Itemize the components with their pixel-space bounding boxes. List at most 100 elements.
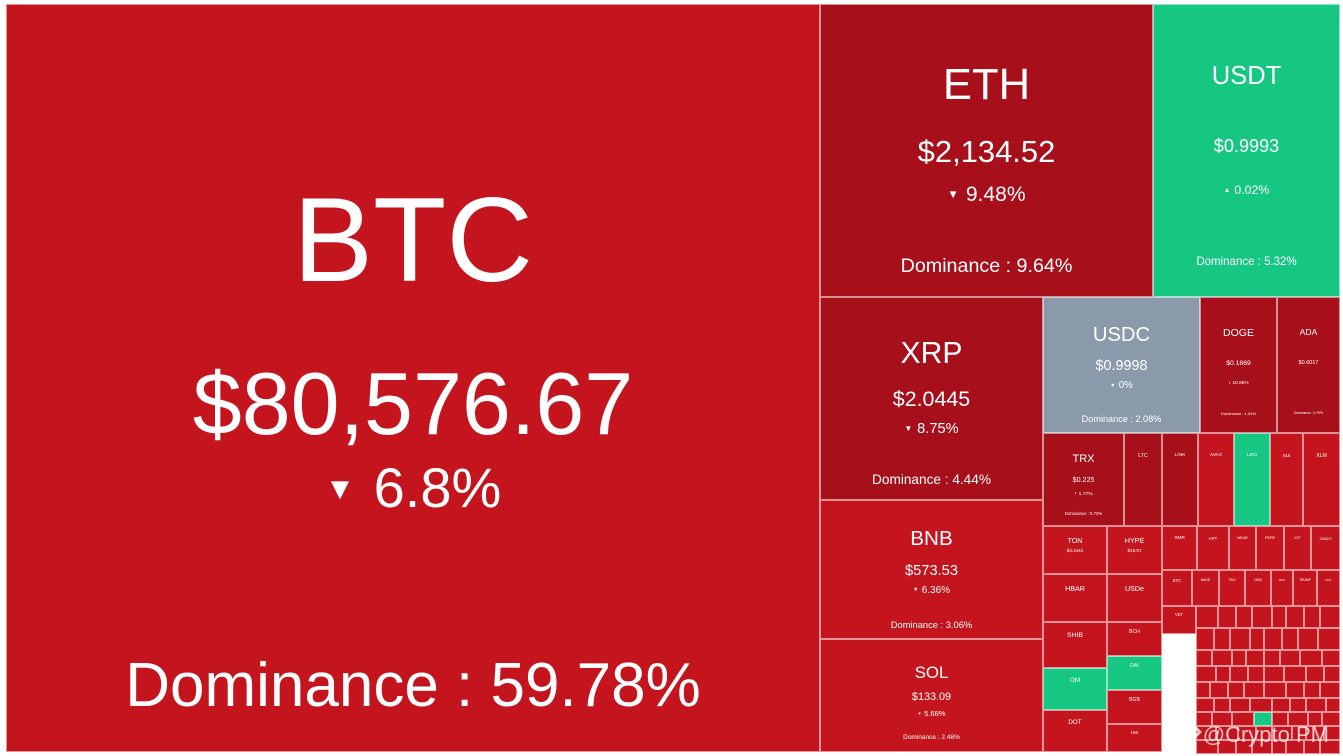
small-coin-tile[interactable]	[1306, 726, 1324, 740]
small-coin-tile[interactable]	[1272, 698, 1290, 712]
small-coin-tile[interactable]	[1196, 606, 1218, 628]
tile-apt[interactable]: APT	[1197, 526, 1229, 570]
small-coin-tile[interactable]	[1196, 712, 1212, 726]
small-coin-tile[interactable]	[1290, 698, 1306, 712]
tile-doge[interactable]: DOGE $0.1869 ▼ 10.85% Dominance : 1.04%	[1200, 297, 1277, 433]
small-coin-tile[interactable]	[1288, 712, 1308, 726]
small-coin-tile[interactable]	[1210, 682, 1228, 698]
tile-pepe[interactable]: PEPE	[1256, 526, 1284, 570]
tile-vet[interactable]: VET	[1162, 606, 1196, 634]
small-coin-tile[interactable]	[1216, 726, 1238, 740]
tile-usdt[interactable]: USDT $0.9993 ▲ 0.02% Dominance : 5.32%	[1153, 4, 1340, 297]
small-coin-tile[interactable]	[1250, 698, 1272, 712]
small-coin-tile[interactable]	[1196, 740, 1218, 754]
small-coin-tile[interactable]	[1292, 726, 1306, 740]
small-coin-tile[interactable]	[1244, 682, 1264, 698]
tile-bch[interactable]: BCH	[1107, 622, 1162, 656]
small-coin-tile[interactable]	[1252, 740, 1272, 754]
tile-sol[interactable]: SOL $133.09 ▼ 5.68% Dominance : 2.48%	[820, 639, 1043, 752]
small-coin-tile[interactable]	[1264, 650, 1280, 666]
tile-trx[interactable]: TRX $0.225 ▼ 1.77% Dominance : 0.72%	[1043, 433, 1124, 526]
small-coin-tile[interactable]	[1304, 606, 1320, 628]
tile-ondo[interactable]: ONDO	[1311, 526, 1340, 570]
small-coin-tile[interactable]	[1286, 740, 1304, 754]
small-coin-tile[interactable]	[1196, 666, 1216, 682]
tile-usdc[interactable]: USDC $0.9998 ▼ 0% Dominance : 2.08%	[1043, 297, 1200, 433]
small-coin-tile[interactable]	[1300, 650, 1322, 666]
small-coin-tile[interactable]	[1272, 740, 1286, 754]
small-coin-tile[interactable]	[1286, 682, 1304, 698]
small-coin-tile[interactable]	[1322, 650, 1340, 666]
small-coin-tile[interactable]	[1322, 712, 1340, 726]
small-coin-tile[interactable]	[1212, 712, 1232, 726]
small-coin-tile[interactable]	[1196, 726, 1216, 740]
small-coin-tile[interactable]	[1320, 682, 1340, 698]
tile-tao[interactable]: TAO	[1219, 570, 1245, 606]
small-coin-tile[interactable]	[1196, 650, 1212, 666]
tile-uni[interactable]: UNI	[1107, 724, 1162, 752]
small-coin-tile[interactable]	[1264, 628, 1282, 650]
tile-mnt[interactable]: MNT	[1271, 570, 1293, 606]
small-coin-tile[interactable]	[1232, 650, 1246, 666]
small-coin-tile[interactable]	[1306, 698, 1326, 712]
tile-dot[interactable]: DOT	[1043, 710, 1107, 752]
tile-eth[interactable]: ETH $2,134.52 ▼ 9.48% Dominance : 9.64%	[820, 4, 1153, 297]
small-coin-tile[interactable]	[1256, 726, 1272, 740]
tile-sui[interactable]: SUI	[1270, 433, 1303, 526]
small-coin-tile[interactable]	[1196, 628, 1214, 650]
small-coin-tile[interactable]	[1282, 628, 1298, 650]
small-coin-tile[interactable]	[1320, 740, 1340, 754]
tile-dai[interactable]: DAI	[1107, 656, 1162, 690]
tile-aave[interactable]: AAVE	[1192, 570, 1219, 606]
small-coin-tile[interactable]	[1236, 606, 1252, 628]
tile-btc[interactable]: BTC $80,576.67 ▼ 6.8% Dominance : 59.78%	[6, 4, 820, 752]
tile-xlm[interactable]: XLM	[1303, 433, 1340, 526]
small-coin-tile[interactable]	[1230, 666, 1248, 682]
small-coin-tile[interactable]	[1272, 606, 1286, 628]
small-coin-tile[interactable]	[1264, 682, 1286, 698]
small-coin-tile[interactable]	[1230, 628, 1250, 650]
small-coin-tile[interactable]	[1214, 698, 1230, 712]
tile-trump[interactable]: TRUMP	[1293, 570, 1317, 606]
tile-okb[interactable]: OKB	[1245, 570, 1271, 606]
tile-hype[interactable]: HYPE $19.57	[1107, 526, 1162, 574]
small-coin-tile[interactable]	[1212, 650, 1232, 666]
tile-icp[interactable]: ICP	[1284, 526, 1311, 570]
tile-leo[interactable]: LEO	[1234, 433, 1270, 526]
tile-bnb[interactable]: BNB $573.53 ▼ 6.36% Dominance : 3.06%	[820, 500, 1043, 639]
small-coin-tile[interactable]	[1218, 606, 1236, 628]
small-coin-tile[interactable]	[1248, 666, 1264, 682]
small-coin-tile[interactable]	[1326, 698, 1340, 712]
small-coin-tile[interactable]	[1228, 682, 1244, 698]
tile-xmr[interactable]: XMR	[1162, 526, 1197, 570]
small-coin-tile[interactable]	[1264, 666, 1284, 682]
small-coin-tile[interactable]	[1214, 628, 1230, 650]
small-coin-tile[interactable]	[1318, 628, 1340, 650]
tile-avax[interactable]: AVAX	[1198, 433, 1234, 526]
small-coin-tile[interactable]	[1216, 666, 1230, 682]
small-coin-tile[interactable]	[1324, 666, 1340, 682]
small-coin-tile[interactable]	[1324, 726, 1340, 740]
small-coin-tile[interactable]	[1232, 712, 1254, 726]
tile-bgb[interactable]: BGB	[1107, 690, 1162, 724]
small-coin-tile[interactable]	[1252, 606, 1272, 628]
small-coin-tile[interactable]	[1308, 712, 1322, 726]
small-coin-tile[interactable]	[1246, 650, 1264, 666]
tile-om[interactable]: OM	[1043, 668, 1107, 710]
small-coin-tile[interactable]	[1272, 712, 1288, 726]
tile-ltc[interactable]: LTC	[1124, 433, 1162, 526]
small-coin-tile[interactable]	[1196, 698, 1214, 712]
tile-xrp[interactable]: XRP $2.0445 ▼ 8.75% Dominance : 4.44%	[820, 297, 1043, 500]
small-coin-tile[interactable]	[1230, 698, 1250, 712]
tile-etc[interactable]: ETC	[1162, 570, 1192, 606]
tile-ton[interactable]: TON $3.2442	[1043, 526, 1107, 574]
tile-usde[interactable]: USDe	[1107, 574, 1162, 622]
small-coin-tile[interactable]	[1272, 726, 1292, 740]
small-coin-tile[interactable]	[1298, 628, 1318, 650]
tile-near[interactable]: NEAR	[1229, 526, 1256, 570]
small-coin-tile[interactable]	[1218, 740, 1236, 754]
small-coin-tile[interactable]	[1254, 712, 1272, 726]
tile-shib[interactable]: SHIB	[1043, 622, 1107, 668]
small-coin-tile[interactable]	[1286, 606, 1304, 628]
small-coin-tile[interactable]	[1320, 606, 1340, 628]
